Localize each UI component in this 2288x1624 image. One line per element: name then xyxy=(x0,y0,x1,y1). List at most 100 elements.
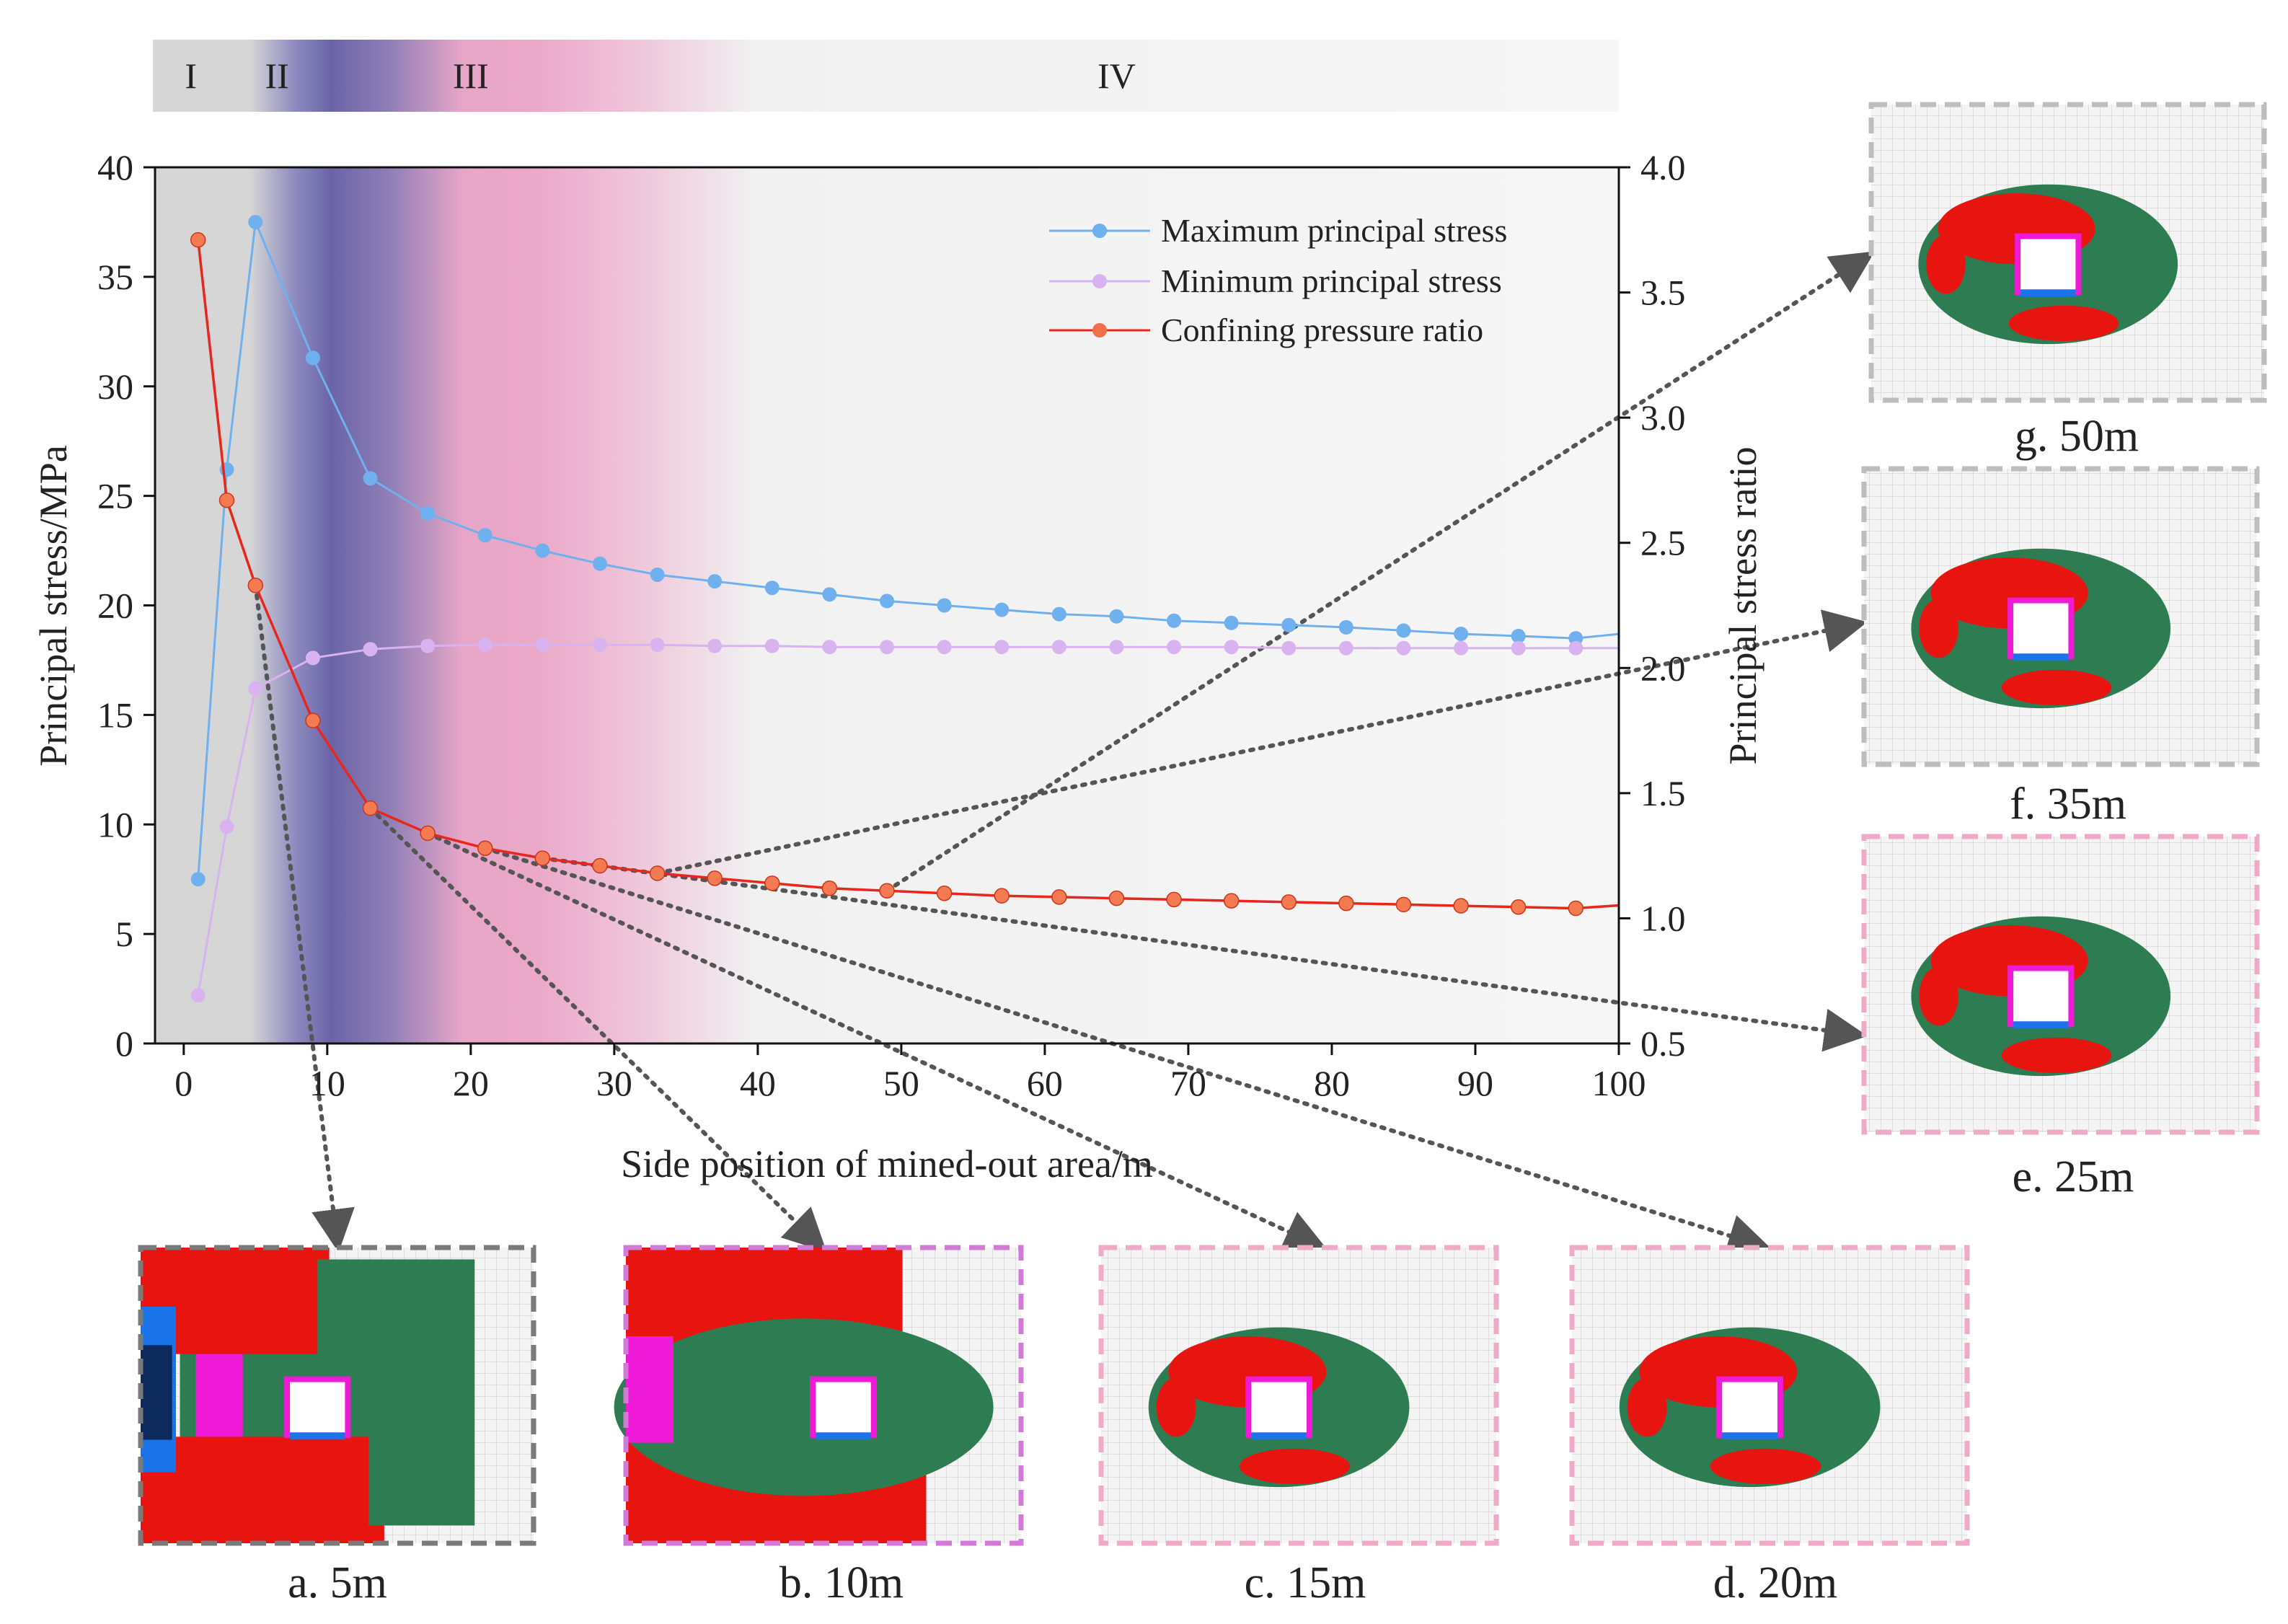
y-left-tick-label: 30 xyxy=(97,366,133,407)
roadway-opening xyxy=(290,1382,345,1433)
series-1-point xyxy=(1051,640,1066,655)
failure-zone-red xyxy=(1919,599,1958,658)
panel-d: d. 20m xyxy=(1569,1245,1970,1607)
legend-label-max: Maximum principal stress xyxy=(1161,212,1507,249)
series-0-point xyxy=(1224,615,1239,630)
series-1-point xyxy=(1338,640,1353,656)
series-1-point xyxy=(1454,640,1469,656)
axes: 0 10 20 30 40 50 60 70 80 90 100 0 5 10 15 20 25 30 35 40 0.… xyxy=(97,147,1686,1103)
series-2-point xyxy=(247,577,264,593)
x-tick-label: 10 xyxy=(309,1063,345,1103)
roadway-opening xyxy=(816,1382,871,1433)
series-2-point xyxy=(1051,889,1067,905)
failure-zone-magenta xyxy=(195,1354,243,1437)
series-2-point xyxy=(190,231,206,248)
x-tick-label: 70 xyxy=(1170,1063,1206,1103)
y-right-axis-title: Principal stress ratio xyxy=(1721,447,1764,765)
series-2-point xyxy=(994,888,1010,904)
y-right-tick-label: 4.0 xyxy=(1640,147,1686,187)
connector-arrow xyxy=(482,846,1772,1257)
series-2-point xyxy=(1223,893,1240,909)
series-0-point xyxy=(477,528,493,543)
series-1-point xyxy=(764,638,779,653)
series-2-point xyxy=(649,865,666,881)
series-1-point xyxy=(1109,640,1124,655)
failure-zone-green xyxy=(614,1318,994,1496)
failure-zone-red xyxy=(1239,1448,1351,1484)
series-2-point xyxy=(534,850,551,866)
failure-zone-red xyxy=(1156,1377,1196,1437)
x-tick-label: 0 xyxy=(175,1063,193,1103)
series-2-point xyxy=(362,800,379,816)
x-tick-label: 80 xyxy=(1314,1063,1350,1103)
series-0-point xyxy=(592,556,607,571)
series-2-point xyxy=(1395,896,1412,913)
simulation-panels: a. 5m b. 10m c. 15m d. 20m e. 25m f. 35m g. 50… xyxy=(138,102,2267,1607)
panel-b: b. 10m xyxy=(614,1245,1024,1607)
series-2-point xyxy=(477,840,493,856)
series-0-point xyxy=(1511,629,1526,644)
series-1-point xyxy=(535,637,550,653)
panel-label-d: d. 20m xyxy=(1713,1558,1837,1607)
shear-zone-blue xyxy=(1722,1432,1777,1440)
series-1-point xyxy=(363,642,378,657)
y-right-tick-label: 1.5 xyxy=(1640,773,1686,813)
legend-label-min: Minimum principal stress xyxy=(1161,262,1502,299)
series-0-point xyxy=(1167,613,1182,628)
shear-zone-blue xyxy=(1251,1432,1307,1440)
series-2-point xyxy=(764,875,780,891)
zone-label-II: II xyxy=(265,56,289,96)
failure-zone-red xyxy=(1710,1448,1821,1484)
zone-band xyxy=(153,40,1619,112)
legend: Maximum principal stress Minimum princip… xyxy=(1049,212,1507,348)
roadway-opening xyxy=(2013,971,2069,1022)
series-0-point xyxy=(1109,609,1124,624)
shear-zone-blue xyxy=(2013,653,2069,661)
shear-zone-blue xyxy=(290,1432,345,1440)
zone-label-IV: IV xyxy=(1097,56,1136,96)
panel-c: c. 15m xyxy=(1098,1245,1499,1607)
series-0-point xyxy=(937,598,952,613)
series-0-point xyxy=(650,567,665,582)
series-2-point xyxy=(707,870,723,886)
y-right-tick-label: 3.0 xyxy=(1640,397,1686,438)
failure-zone-red xyxy=(141,1437,369,1543)
series-1-point xyxy=(1281,640,1297,656)
series-2-point xyxy=(305,712,321,728)
connector-arrow xyxy=(253,583,355,1253)
failure-zone-red xyxy=(1926,234,1966,294)
series-2-point xyxy=(1453,898,1469,914)
roadway-opening xyxy=(1722,1382,1777,1433)
series-0-point xyxy=(1396,623,1411,638)
connector-arrow xyxy=(368,806,827,1253)
failure-zone-red xyxy=(1919,966,1958,1026)
y-left-tick-label: 35 xyxy=(97,257,133,297)
legend-marker-max xyxy=(1092,224,1107,238)
series-0-point xyxy=(1454,626,1469,641)
series-1-point xyxy=(305,650,320,666)
series-0-point xyxy=(994,602,1010,617)
series-1-point xyxy=(650,637,665,653)
y-right-tick-label: 2.5 xyxy=(1640,523,1686,563)
roadway-opening xyxy=(2020,239,2076,290)
series-2-point xyxy=(879,883,895,899)
series-0-point xyxy=(1338,619,1353,635)
x-tick-label: 60 xyxy=(1027,1063,1063,1103)
series-2-point xyxy=(936,885,953,901)
series-2-point xyxy=(1510,899,1527,915)
failure-zone-navy xyxy=(141,1345,172,1440)
x-tick-label: 100 xyxy=(1592,1063,1646,1103)
series-2-point xyxy=(218,492,235,508)
panel-border xyxy=(138,1245,536,1546)
series-2-point xyxy=(1108,890,1125,906)
series-0-point xyxy=(363,471,378,486)
panel-label-b: b. 10m xyxy=(779,1558,904,1607)
shear-zone-blue xyxy=(2013,1021,2069,1029)
shear-zone-blue xyxy=(2020,289,2076,297)
series-2-point xyxy=(1281,894,1297,910)
x-tick-label: 40 xyxy=(740,1063,776,1103)
y-left-tick-label: 20 xyxy=(97,586,133,626)
failure-zone-magenta xyxy=(626,1336,673,1443)
panel-border xyxy=(1861,834,2260,1135)
